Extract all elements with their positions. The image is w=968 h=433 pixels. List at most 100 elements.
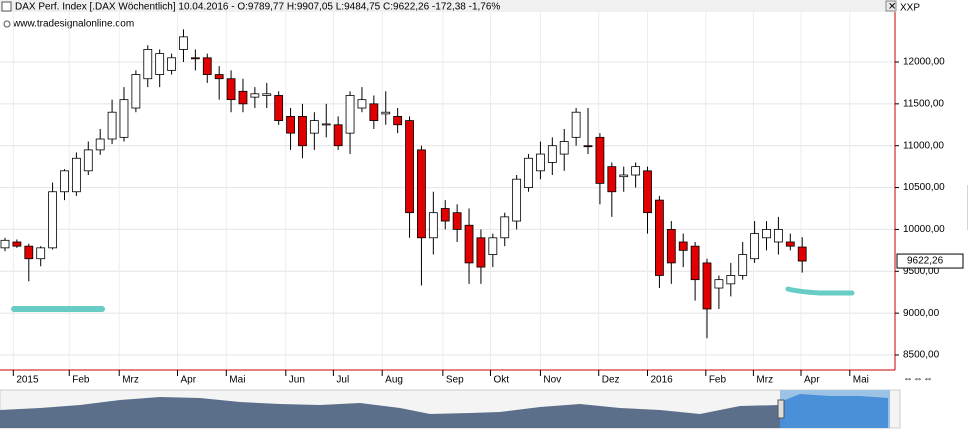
candle-body (309, 120, 319, 134)
candle-body (190, 57, 200, 60)
close-button[interactable] (885, 0, 897, 12)
y-tick-label: 9000,00 (903, 308, 940, 319)
candle-body (631, 166, 641, 176)
candle-body (785, 241, 795, 247)
candle-body (571, 111, 581, 138)
candle-body (250, 93, 260, 98)
axis-name: XXP (900, 3, 920, 14)
candle-body (60, 170, 69, 193)
candle-body (0, 239, 10, 249)
candle-body (417, 149, 426, 239)
last-price-label: 9622,26 (907, 256, 944, 267)
y-tick-label: 10000,00 (903, 224, 945, 235)
candle-body (595, 136, 605, 184)
candle-body (678, 241, 688, 251)
chart-title: DAX Perf. Index [.DAX Wöchentlich] 10.04… (15, 2, 500, 13)
candle-body (321, 123, 331, 126)
candle-body (702, 262, 712, 310)
candle-body (155, 53, 165, 75)
last-price-box (896, 253, 964, 269)
candle-body (690, 245, 700, 281)
candle-body (666, 229, 676, 264)
candle-body (738, 254, 748, 276)
x-tick-label: Okt (493, 375, 509, 386)
candle-body (369, 103, 379, 121)
x-tick-label: 2015 (16, 375, 39, 386)
candle-body (36, 247, 46, 260)
candle-body (238, 90, 248, 105)
candle-body (393, 116, 403, 126)
y-tick-label: 12000,00 (903, 57, 945, 68)
candle-body (512, 178, 522, 222)
x-tick-label: Dez (602, 375, 620, 386)
candle-body (488, 237, 498, 255)
candle-body (428, 212, 438, 239)
y-tick-label: 11500,00 (903, 98, 944, 109)
candle-body (762, 229, 771, 239)
candle-body (357, 99, 367, 109)
candle-body (119, 99, 129, 138)
annotation-stroke (785, 286, 855, 296)
y-tick-label: 9500,00 (903, 266, 940, 277)
header-bar (0, 0, 895, 12)
x-tick-label: Apr (804, 375, 820, 386)
candle-body (726, 275, 736, 285)
navigator-area (0, 397, 780, 428)
candle-body (226, 78, 236, 101)
watermark: www.tradesignalonline.com (12, 19, 134, 30)
candle-body (476, 237, 486, 268)
candle-body (655, 199, 664, 276)
x-tick-label: Nov (543, 375, 561, 386)
candle-body (333, 124, 343, 147)
y-tick-label: 8500,00 (903, 350, 940, 361)
x-tick-label: 2016 (651, 375, 674, 386)
candle-body (536, 153, 545, 172)
candle-body (381, 111, 391, 115)
window-icon (1, 1, 12, 12)
candle-body (405, 120, 414, 214)
candle-body (619, 174, 629, 178)
navigator-handle[interactable] (777, 399, 785, 419)
y-tick-label: 11000,00 (903, 140, 944, 151)
candle-body (607, 166, 617, 193)
candle-body (71, 157, 81, 193)
x-tick-label: Mai (229, 375, 245, 386)
watermark-icon (3, 20, 11, 28)
x-tick-label: Sep (446, 375, 464, 386)
x-tick-label: Mrz (756, 375, 773, 386)
candle-body (286, 116, 295, 134)
x-tick-label: Jun (289, 375, 305, 386)
navigator-area-selected (780, 394, 888, 428)
candle-body (547, 145, 557, 163)
x-tick-label: Aug (385, 375, 403, 386)
candle-body (298, 116, 307, 147)
candle-body (524, 157, 533, 188)
candle-body (107, 111, 117, 140)
candle-body (202, 57, 212, 75)
candle-body (750, 233, 759, 260)
candle-body (583, 145, 593, 148)
candle-body (83, 149, 93, 172)
candle-body (559, 141, 569, 155)
x-tick-label: Apr (181, 375, 197, 386)
candle-body (131, 74, 141, 109)
candle-body (345, 95, 355, 134)
zoom-buttons[interactable]: ⇔⇔⇔ (903, 374, 933, 385)
candle-body (797, 246, 807, 262)
candle-body (24, 245, 34, 260)
candle-body (167, 57, 176, 71)
x-tick-label: Jul (336, 375, 349, 386)
y-tick-label: 10500,00 (903, 182, 945, 193)
candle-body (643, 170, 652, 214)
candle-body (143, 49, 153, 80)
candle-body (500, 216, 510, 239)
candle-body (714, 279, 724, 289)
candle-body (48, 191, 57, 249)
candle-body (12, 241, 22, 247)
candle-body (262, 93, 272, 96)
candle-body (773, 229, 783, 243)
x-tick-label: Mrz (122, 375, 139, 386)
x-tick-label: Mai (853, 375, 869, 386)
candle-body (214, 74, 224, 80)
